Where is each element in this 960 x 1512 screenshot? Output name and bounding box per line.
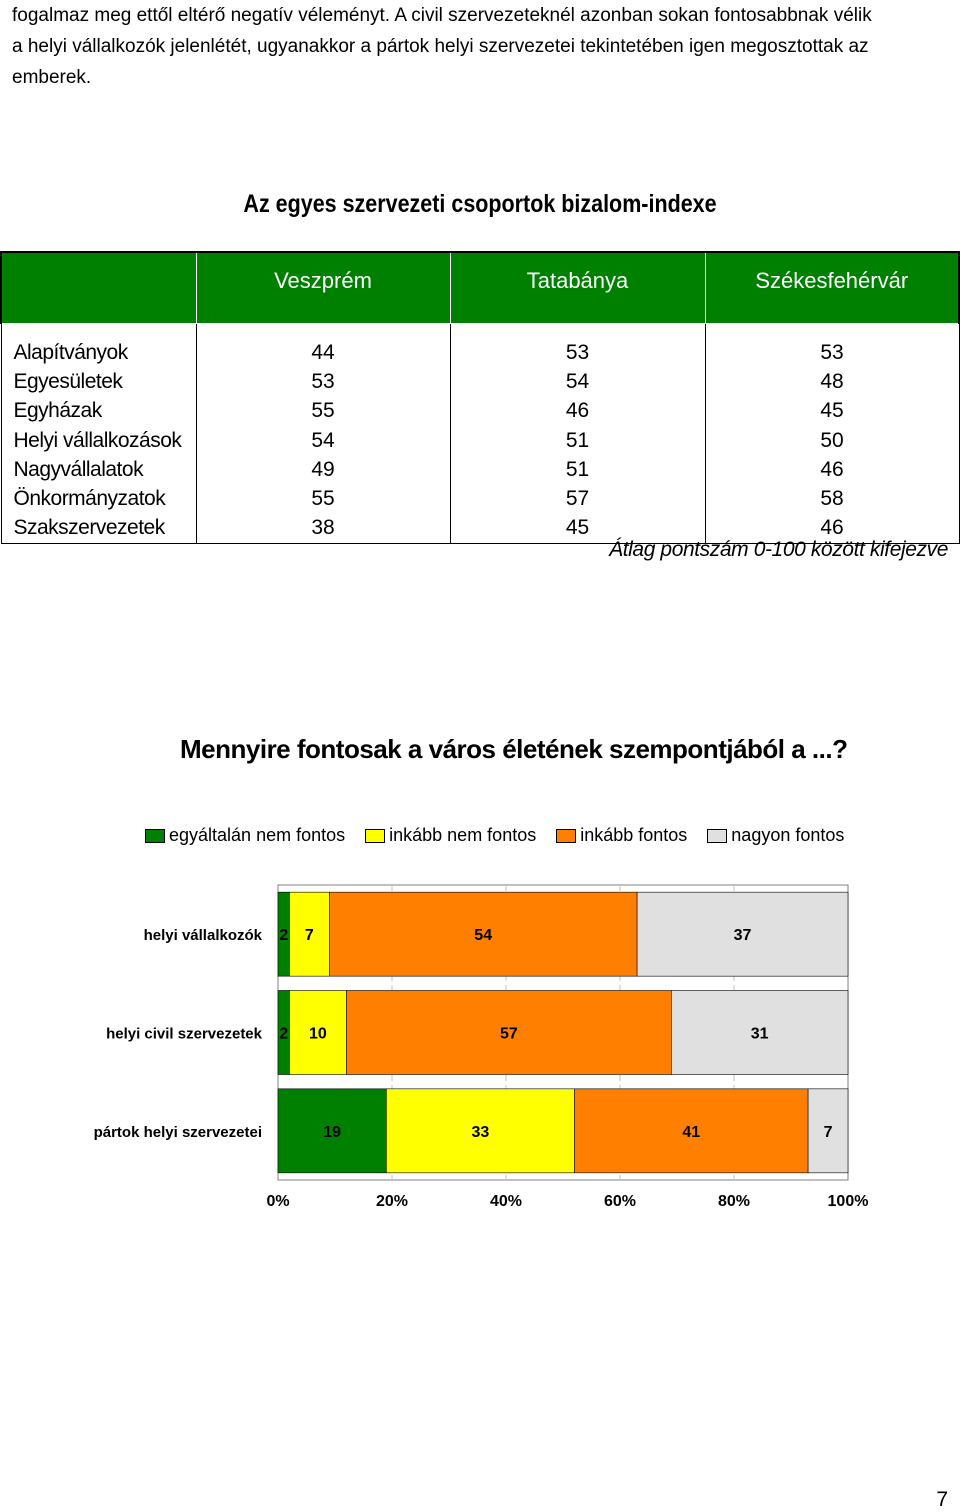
table-cell: 53	[450, 338, 706, 368]
table-row: Önkormányzatok 55 57 58	[0, 484, 960, 514]
table-cell: 58	[705, 484, 960, 514]
x-tick-label: 20%	[376, 1193, 408, 1210]
bar-segment	[385, 1088, 575, 1174]
table-note: Átlag pontszám 0-100 között kifejezve	[609, 538, 948, 561]
column-header-tatabanya: Tatabánya	[449, 251, 706, 324]
table-cell: 54	[450, 367, 706, 397]
table-cell: 45	[450, 513, 706, 545]
table-cell: 51	[450, 455, 706, 485]
table-header-corner	[0, 251, 197, 324]
legend-item: inkább nem fontos	[365, 825, 536, 846]
trust-table-title: Az egyes szervezeti csoportok bizalom-in…	[243, 190, 717, 218]
row-label: Egyesületek	[0, 367, 197, 397]
table-row: Helyi vállalkozások 54 51 50	[0, 425, 960, 456]
intro-paragraph: fogalmaz meg ettől eltérő negatív vélemé…	[12, 0, 952, 93]
table-cell: 51	[450, 425, 706, 456]
bar-segment	[807, 1088, 849, 1174]
legend-swatch	[365, 828, 386, 843]
x-tick-label: 80%	[718, 1193, 750, 1210]
data-label: 2	[279, 927, 288, 944]
category-label: helyi civil szervezetek	[106, 1026, 263, 1043]
table-cell: 46	[450, 396, 706, 426]
table-cell: 53	[705, 338, 960, 368]
legend-label: inkább fontos	[580, 825, 688, 845]
table-row: Alapítványok 44 53 53	[0, 338, 960, 368]
data-label: 10	[309, 1026, 327, 1043]
data-label: 37	[734, 927, 752, 944]
legend-swatch	[707, 828, 728, 843]
table-row: Egyesületek 53 54 48	[0, 367, 960, 397]
row-label: Nagyvállalatok	[0, 455, 197, 485]
row-label: Önkormányzatok	[0, 484, 197, 514]
category-label: helyi vállalkozók	[144, 927, 263, 944]
legend-item: egyáltalán nem fontos	[145, 825, 345, 846]
x-tick-label: 40%	[490, 1193, 522, 1210]
legend-label: egyáltalán nem fontos	[169, 825, 346, 845]
table-cell: 55	[196, 396, 451, 426]
data-label: 57	[500, 1026, 518, 1043]
x-tick-label: 60%	[604, 1193, 636, 1210]
legend-item: nagyon fontos	[707, 825, 844, 846]
category-label: pártok helyi szervezetei	[94, 1124, 262, 1141]
row-label: Egyházak	[0, 396, 197, 426]
table-cell: 46	[705, 513, 960, 545]
paragraph-line: emberek.	[12, 67, 92, 88]
bar-segment	[574, 1088, 809, 1174]
table-cell: 38	[196, 513, 451, 545]
data-label: 41	[682, 1124, 700, 1141]
legend-label: inkább nem fontos	[389, 825, 537, 845]
trust-index-table: Veszprém Tatabánya Székesfehérvár Alapít…	[0, 251, 960, 545]
data-label: 19	[323, 1124, 341, 1141]
legend-swatch	[556, 828, 577, 843]
paragraph-line: fogalmaz meg ettől eltérő negatív vélemé…	[12, 5, 872, 26]
page-number: 7	[936, 1488, 948, 1511]
table-cell: 44	[196, 338, 451, 368]
legend-item: inkább fontos	[556, 825, 687, 846]
row-label: Szakszervezetek	[0, 513, 197, 545]
data-label: 31	[751, 1026, 769, 1043]
table-cell: 50	[705, 425, 960, 456]
chart-legend: egyáltalán nem fontos inkább nem fontos …	[145, 825, 864, 846]
paragraph-line: a helyi vállalkozók jelenlétét, ugyanakk…	[12, 36, 869, 57]
legend-swatch	[145, 828, 165, 843]
bar-segment	[289, 891, 330, 977]
data-label: 2	[279, 1026, 288, 1043]
legend-label: nagyon fontos	[731, 825, 845, 845]
row-label: Helyi vállalkozások	[0, 425, 197, 456]
table-row: Szakszervezetek 38 45 46	[0, 513, 960, 545]
x-tick-label: 0%	[266, 1193, 289, 1210]
bar-segment	[289, 990, 347, 1075]
table-cell: 48	[705, 367, 960, 397]
table-header-row: Veszprém Tatabánya Székesfehérvár	[0, 251, 960, 324]
bar-segment	[636, 891, 849, 977]
table-row: Egyházak 55 46 45	[0, 396, 960, 426]
table-cell: 53	[196, 367, 451, 397]
x-tick-label: 100%	[828, 1193, 869, 1210]
table-cell: 46	[705, 455, 960, 485]
table-row: Nagyvállalatok 49 51 46	[0, 455, 960, 485]
bar-segment	[670, 990, 849, 1075]
data-label: 33	[471, 1124, 489, 1141]
bar-segment	[328, 891, 638, 977]
data-label: 7	[824, 1124, 833, 1141]
data-label: 54	[474, 927, 492, 944]
table-cell: 57	[450, 484, 706, 514]
column-header-szekesfehervar: Székesfehérvár	[704, 251, 960, 324]
table-cell: 49	[196, 455, 451, 485]
table-cell: 55	[196, 484, 451, 514]
data-label: 7	[305, 927, 314, 944]
table-cell: 45	[705, 396, 960, 426]
chart-title: Mennyire fontosak a város életének szemp…	[180, 734, 848, 764]
table-cell: 54	[196, 425, 451, 456]
bar-segment	[346, 990, 672, 1075]
column-header-veszprem: Veszprém	[195, 251, 451, 324]
row-label: Alapítványok	[0, 338, 197, 368]
